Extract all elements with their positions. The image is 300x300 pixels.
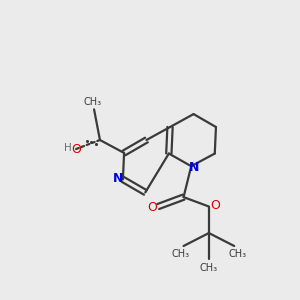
Text: O: O [71, 142, 81, 156]
Text: O: O [210, 199, 220, 212]
Text: CH₃: CH₃ [200, 263, 218, 273]
Text: N: N [188, 161, 199, 174]
Text: CH₃: CH₃ [172, 249, 190, 259]
Text: N: N [112, 172, 123, 185]
Text: H: H [64, 142, 72, 153]
Text: CH₃: CH₃ [83, 97, 102, 107]
Text: O: O [147, 201, 157, 214]
Text: CH₃: CH₃ [228, 249, 246, 259]
